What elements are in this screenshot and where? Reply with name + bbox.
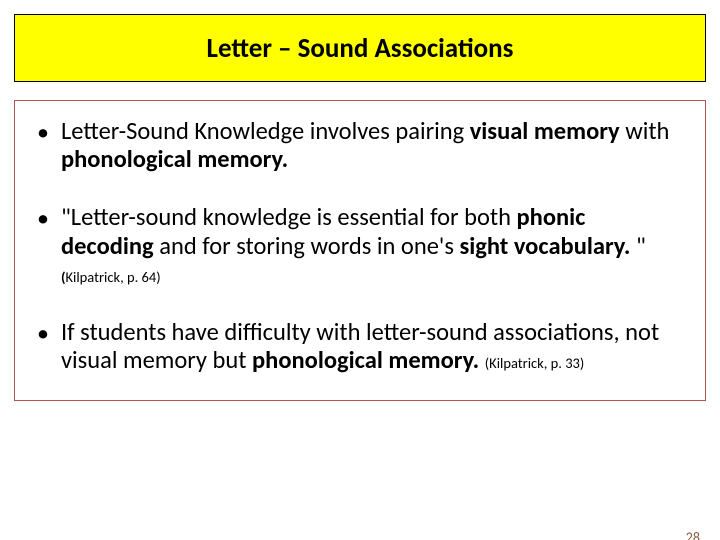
bullet-text-2: "Letter-sound knowledge is essential for… [61,203,683,288]
bullet-text-1: Letter-Sound Knowledge involves pairing … [61,117,683,173]
slide-title: Letter – Sound Associations [207,32,514,65]
b2-part2: and for storing words in one's [154,231,460,261]
b3-citation: (Kilpatrick, p. 33) [485,354,585,372]
b2-part3: " [630,231,645,261]
b1-part2: with [620,116,670,146]
content-body: • Letter-Sound Knowledge involves pairin… [14,100,706,401]
bullet-dot-icon: • [37,320,49,348]
b3-bold1: phonological memory. [252,345,479,375]
title-bar: Letter – Sound Associations [14,14,706,82]
b2-citation: Kilpatrick, p. 64) [65,268,160,286]
bullet-dot-icon: • [37,119,49,147]
bullet-item-3: • If students have difficulty with lette… [37,318,683,374]
page-number: 28 [686,529,700,540]
bullet-item-1: • Letter-Sound Knowledge involves pairin… [37,117,683,173]
b2-bold2: sight vocabulary. [459,231,630,261]
b2-part1: "Letter-sound knowledge is essential for… [61,202,517,232]
b1-part1: Letter-Sound Knowledge involves pairing [61,116,470,146]
b1-bold1: visual memory [470,116,620,146]
bullet-text-3: If students have difficulty with letter-… [61,318,683,374]
bullet-item-2: • "Letter-sound knowledge is essential f… [37,203,683,288]
bullet-dot-icon: • [37,205,49,233]
b1-bold2: phonological memory. [61,144,288,174]
